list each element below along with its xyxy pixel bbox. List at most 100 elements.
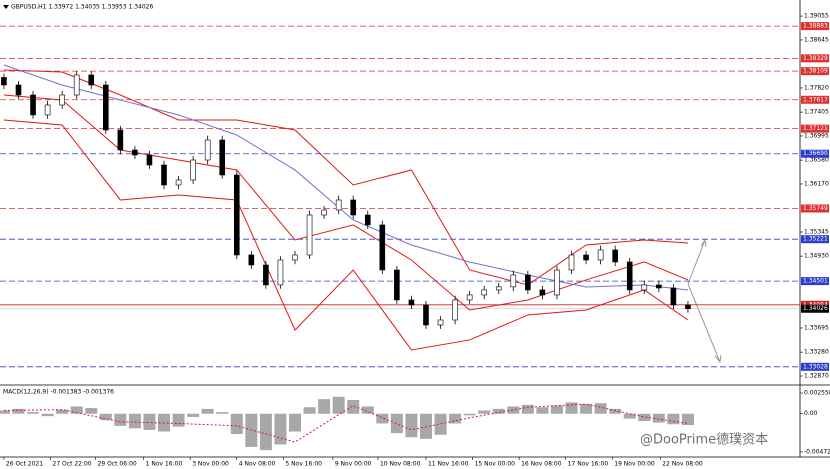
macd-bar: [85, 408, 98, 414]
price-level-tag: [801, 277, 829, 286]
candle-body: [321, 209, 327, 216]
macd-bar: [41, 413, 54, 417]
macd-tick-label: 0.002558: [804, 390, 830, 397]
macd-bar: [449, 413, 462, 424]
x-tick-label: 27 Oct 22:00: [53, 461, 92, 468]
candle-body: [364, 214, 371, 226]
macd-bar: [99, 413, 112, 421]
candle-body: [626, 261, 633, 291]
candle-body: [670, 287, 677, 306]
macd-bar: [652, 413, 665, 423]
macd-signal-line: [3, 403, 689, 443]
macd-bar: [405, 413, 418, 438]
candle-body: [146, 154, 153, 166]
macd-bar: [70, 406, 83, 414]
price-level-label: 1.35749: [803, 205, 828, 212]
price-level-tag: [801, 124, 829, 133]
macd-bar: [259, 413, 272, 451]
x-tick-label: 11 Nov 16:00: [428, 461, 469, 468]
candle-body: [103, 84, 109, 131]
macd-bar: [114, 413, 127, 426]
candle-body: [59, 94, 65, 106]
x-tick-label: 9 Nov 00:00: [335, 461, 372, 468]
macd-bar: [580, 404, 593, 414]
macd-bar: [521, 404, 534, 414]
candle-body: [656, 284, 662, 289]
indicator-line: [3, 69, 688, 286]
candle-body: [597, 249, 604, 261]
last-price-label: 1.34026: [803, 305, 828, 312]
candle-body: [306, 214, 313, 256]
candle-body: [219, 139, 226, 176]
price-level-label: 1.38883: [803, 23, 828, 30]
x-tick-label: 3 Nov 00:00: [192, 461, 229, 468]
candle-body: [539, 289, 546, 296]
price-level-tag: [801, 235, 829, 244]
y-tick-label: 1.36580: [804, 157, 829, 164]
candle-body: [175, 179, 182, 186]
price-level-tag: [801, 22, 829, 31]
candle-body: [248, 254, 255, 266]
macd-bar: [12, 408, 25, 414]
candle-body: [554, 269, 560, 296]
candle-body: [73, 74, 80, 96]
candle-body: [525, 274, 531, 291]
candle-body: [408, 299, 415, 306]
price-level-label: 1.33028: [803, 363, 828, 370]
macd-bar: [201, 408, 214, 414]
macd-bar: [0, 410, 10, 414]
x-tick-label: 4 Nov 08:00: [239, 461, 276, 468]
candle-body: [263, 264, 269, 286]
x-tick-label: 19 Nov 00:00: [614, 461, 655, 468]
candle-body: [685, 304, 691, 310]
macd-bar: [419, 413, 432, 439]
macd-title: MACD(12,26,9) -0.001383 -0.001376: [3, 389, 114, 396]
candle-body: [277, 259, 284, 286]
x-tick-label: 10 Nov 08:00: [380, 461, 421, 468]
candle-body: [641, 284, 648, 291]
macd-tick-label: 0.00: [804, 410, 818, 417]
watermark: @DooPrime德璞资本: [640, 433, 768, 448]
y-tick-label: 1.37820: [804, 84, 829, 91]
y-tick-label: 1.36995: [804, 132, 829, 139]
price-level-label: 1.34501: [803, 278, 828, 285]
symbol-menu-icon[interactable]: [3, 5, 9, 9]
candle-body: [437, 319, 444, 326]
y-tick-label: 1.32870: [804, 373, 829, 380]
candle-body: [1, 77, 7, 86]
price-level-tag: [801, 149, 829, 158]
price-level-label: 1.38109: [803, 68, 828, 75]
macd-bar: [434, 413, 447, 435]
candle-body: [190, 159, 196, 181]
y-tick-label: 1.34930: [804, 253, 829, 260]
macd-bar: [492, 408, 505, 414]
candle-body: [44, 104, 51, 116]
candle-body: [15, 84, 22, 96]
macd-bar: [318, 399, 331, 414]
y-tick-label: 1.36170: [804, 180, 829, 187]
macd-bar: [187, 413, 200, 417]
macd-bar: [638, 413, 651, 422]
candle-body: [379, 224, 386, 271]
indicator-line: [3, 119, 689, 351]
y-tick-label: 1.33280: [804, 349, 829, 356]
candle-body: [335, 199, 342, 211]
macd-bar: [463, 413, 476, 416]
candle-body: [423, 304, 429, 326]
macd-bar: [478, 410, 491, 414]
x-tick-label: 22 Nov 08:00: [662, 461, 703, 468]
candle-body: [88, 74, 95, 86]
candle-body: [30, 94, 36, 116]
macd-bar: [681, 413, 694, 426]
price-level-tag: [801, 204, 829, 213]
price-level-tag: [801, 362, 829, 371]
price-level-label: 1.37121: [803, 125, 828, 132]
macd-bar: [27, 412, 40, 414]
candle-body: [292, 254, 298, 261]
macd-bar: [565, 402, 578, 414]
y-tick-label: 1.38645: [804, 36, 829, 43]
price-level-label: 1.36690: [803, 150, 828, 157]
price-level-tag: [801, 95, 829, 104]
candle-body: [233, 174, 240, 256]
